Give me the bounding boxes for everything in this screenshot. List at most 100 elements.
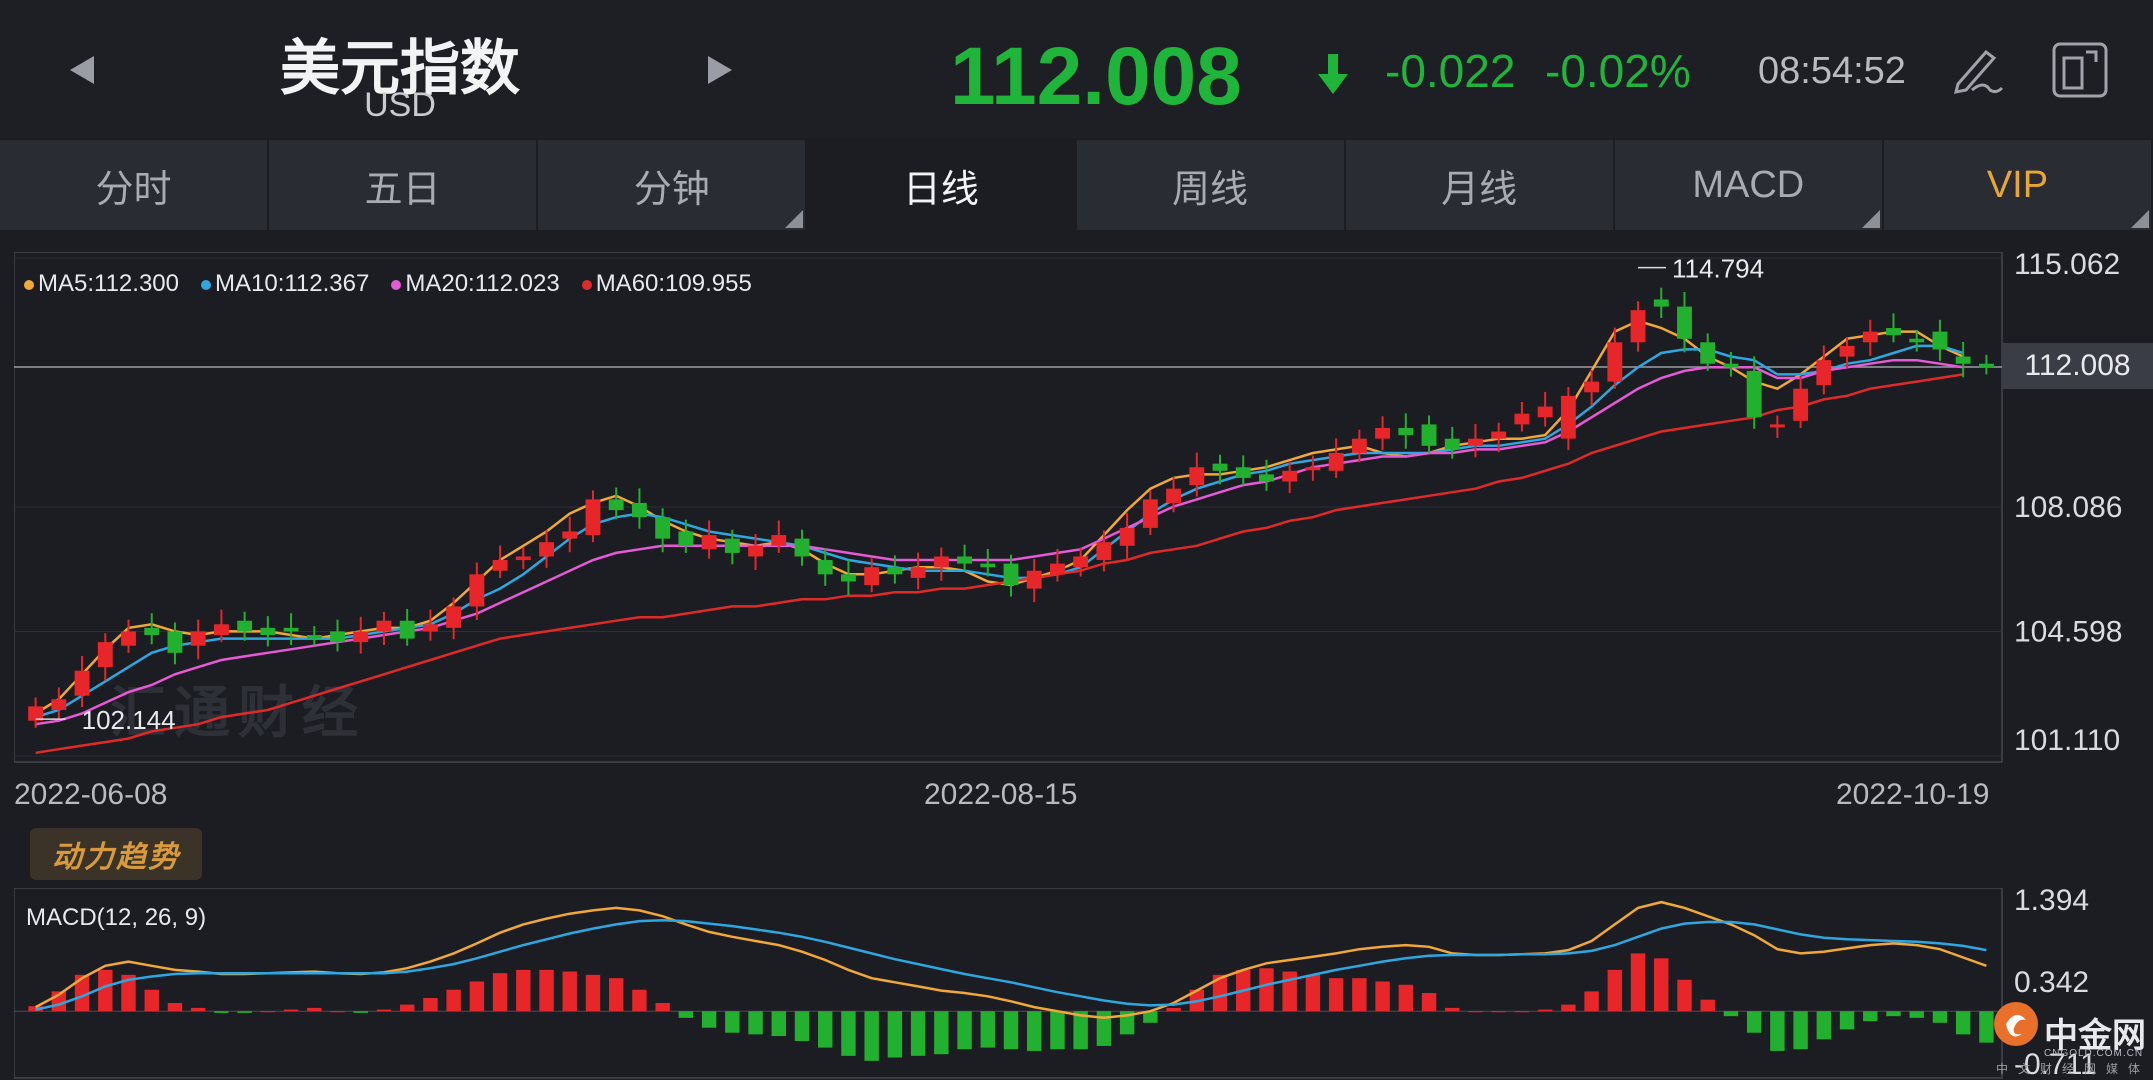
instrument-title: 美元指数 (280, 35, 520, 102)
candle-body (980, 563, 996, 568)
candle-body (1166, 488, 1181, 503)
momentum-trend-badge[interactable]: 动力趋势 (30, 828, 202, 880)
macd-bar (957, 1011, 972, 1050)
macd-bar (283, 1009, 299, 1012)
candle-body (1537, 406, 1553, 418)
macd-bar (748, 1011, 763, 1035)
macd-bar (1863, 1011, 1878, 1022)
ma-line-ma20 (35, 358, 1964, 726)
candle-body (1328, 452, 1344, 471)
macd-bar (1909, 1011, 1924, 1018)
macd-line-dea (35, 919, 1987, 1011)
cngold-logo-icon (1994, 1002, 2038, 1046)
macd-bar (190, 1007, 206, 1012)
candle-body (1560, 395, 1576, 439)
candle-body (1351, 438, 1367, 453)
macd-bar (1979, 1011, 1994, 1043)
tab-vip[interactable]: VIP (1884, 140, 2153, 230)
macd-bar (330, 1011, 345, 1013)
macd-bar (1746, 1011, 1762, 1033)
macd-bar (1398, 984, 1413, 1012)
macd-bar (1352, 978, 1367, 1012)
tab-daily[interactable]: 日线 (807, 140, 1077, 230)
candle-body (376, 620, 392, 632)
macd-bar (469, 981, 485, 1012)
candle-body (1305, 467, 1321, 471)
candle-body (1862, 331, 1878, 343)
legend-ma10-text: MA10:112.367 (215, 270, 370, 297)
ma-line-ma10 (35, 344, 1964, 719)
tab-macd[interactable]: MACD (1615, 140, 1884, 230)
macd-bar (609, 978, 624, 1012)
tab-weekly[interactable]: 周线 (1077, 140, 1346, 230)
candle-body (794, 538, 810, 557)
macd-bar (818, 1011, 833, 1048)
device-rotate-icon[interactable] (2050, 40, 2110, 100)
macd-bar (98, 969, 113, 1012)
pen-draw-icon[interactable] (1950, 44, 2006, 94)
candle-body (399, 620, 415, 639)
candle-body (1909, 338, 1925, 343)
candle-body (1839, 345, 1855, 357)
macd-chart[interactable]: 1.394 0.342 -0.711 (14, 888, 2153, 1080)
macd-bar (632, 989, 647, 1012)
candle-body (492, 560, 508, 571)
candle-body (1723, 363, 1739, 368)
macd-bar (1700, 999, 1715, 1012)
watermark: 汇通财经 (110, 681, 366, 744)
legend-ma60: MA60:109.955 (581, 270, 752, 298)
tab-minute[interactable]: 分钟 (538, 140, 808, 230)
tab-five-day[interactable]: 五日 (269, 140, 539, 230)
macd-bar (1166, 1007, 1181, 1012)
candle-body (1375, 427, 1391, 439)
macd-bar (1886, 1011, 1901, 1017)
macd-histogram (28, 953, 1994, 1061)
candle-body (701, 535, 717, 550)
y-tick-label: 115.062 (2014, 252, 2120, 281)
candle-body (446, 606, 462, 628)
candle-body (121, 631, 136, 646)
candle-body (1491, 431, 1507, 439)
candle-body (1142, 499, 1158, 528)
tab-monthly[interactable]: 月线 (1346, 140, 1615, 230)
dropdown-corner-icon (785, 210, 804, 228)
candle-body (306, 634, 322, 639)
x-tick-label: 2022-10-19 (1836, 778, 1989, 811)
candle-body (190, 631, 206, 646)
macd-bar (121, 974, 136, 1012)
macd-bar (678, 1011, 694, 1018)
next-symbol-arrow-icon[interactable] (708, 56, 732, 84)
macd-bar (144, 989, 159, 1012)
legend-ma60-text: MA60:109.955 (595, 270, 752, 297)
macd-bar (492, 973, 508, 1012)
macd-bar (1259, 968, 1274, 1012)
candle-body (422, 624, 438, 632)
candle-body (469, 574, 485, 607)
macd-bar (1421, 993, 1437, 1012)
candle-body (1746, 370, 1762, 418)
x-tick-label: 2022-06-08 (14, 778, 167, 811)
prev-symbol-arrow-icon[interactable] (70, 56, 94, 84)
candle-body (817, 560, 833, 575)
macd-bar (376, 1009, 392, 1012)
macd-bar (771, 1011, 786, 1037)
macd-bar (864, 1011, 879, 1061)
candle-body (1955, 356, 1971, 364)
candlestick-chart[interactable]: 115.062 108.086 104.598 101.110 2022-06-08 20… (14, 252, 2153, 812)
macd-bar (1607, 969, 1623, 1012)
candle-body (1073, 556, 1089, 568)
quote-time: 08:54:52 (1758, 50, 1906, 92)
candle-body (1607, 342, 1623, 382)
macd-bar (237, 1011, 252, 1013)
candle-body (1119, 527, 1135, 546)
macd-bar (423, 998, 438, 1012)
candle-body (1282, 470, 1298, 482)
legend-ma5: MA5:112.300 (24, 270, 179, 298)
macd-bar (1654, 958, 1669, 1012)
macd-bar (1491, 1011, 1506, 1013)
macd-bar (725, 1011, 740, 1033)
macd-bar (1793, 1011, 1808, 1050)
dropdown-corner-icon (1861, 210, 1880, 228)
macd-bar (1073, 1011, 1088, 1050)
tab-intraday[interactable]: 分时 (0, 140, 270, 230)
